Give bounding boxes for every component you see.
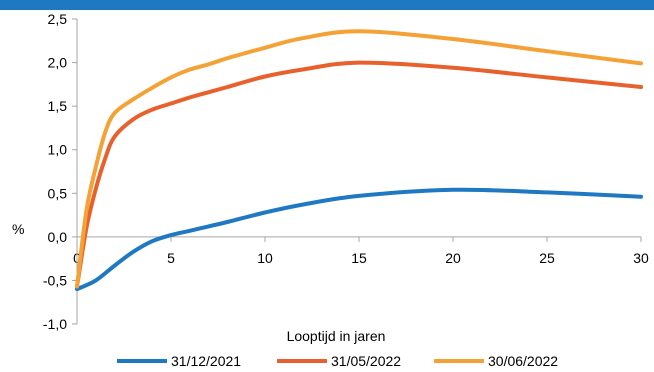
y-tick-label: -1,0 [43, 316, 67, 332]
x-tick-label: 30 [633, 250, 649, 266]
header-band [0, 0, 654, 10]
x-tick-label: 10 [257, 250, 273, 266]
series-line-31-12-2021 [75, 187, 643, 292]
y-tick-label: 2,0 [48, 55, 68, 71]
y-tick-label: 0,5 [48, 185, 68, 201]
legend-label: 30/06/2022 [488, 353, 558, 369]
x-tick-label: 15 [351, 250, 367, 266]
legend-label: 31/05/2022 [331, 353, 401, 369]
x-tick-label: 25 [539, 250, 555, 266]
y-axis-label: % [12, 221, 24, 237]
y-tick-label: 1,5 [48, 98, 68, 114]
x-axis-label: Looptijd in jaren [287, 328, 386, 344]
x-tick-label: 20 [445, 250, 461, 266]
y-tick-label: -0,5 [43, 272, 67, 288]
y-tick-label: 0,0 [48, 229, 68, 245]
series-lines [75, 29, 643, 292]
legend: 31/12/2021 31/05/2022 30/06/2022 [117, 353, 558, 369]
y-axis-ticks: 2,5 2,0 1,5 1,0 0,5 0,0 -0,5 -1,0 [43, 11, 77, 332]
series-line-31-05-2022 [75, 60, 643, 289]
x-tick-label: 5 [167, 250, 175, 266]
legend-label: 31/12/2021 [171, 353, 241, 369]
y-tick-label: 1,0 [48, 142, 68, 158]
y-tick-label: 2,5 [48, 11, 68, 27]
series-line-30-06-2022 [75, 29, 643, 289]
